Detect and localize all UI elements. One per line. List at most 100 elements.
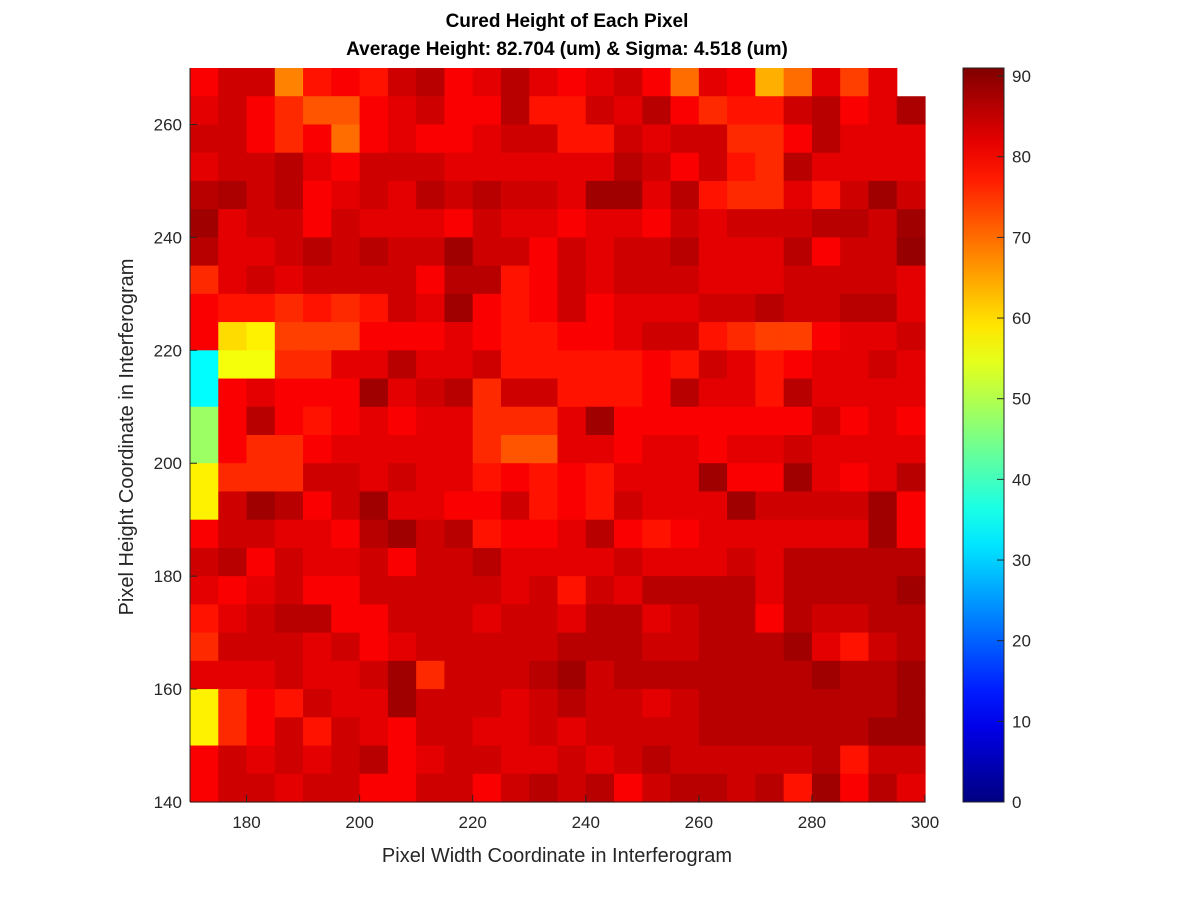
heatmap-cell	[359, 773, 389, 803]
heatmap-cell	[500, 547, 530, 577]
heatmap-cell	[840, 180, 870, 210]
heatmap-cell	[811, 547, 841, 577]
heatmap-cell	[218, 293, 248, 323]
heatmap-cell	[529, 152, 559, 182]
heatmap-cell	[274, 124, 304, 154]
heatmap-cell	[727, 773, 756, 803]
heatmap-cell	[529, 293, 559, 323]
heatmap-cell	[387, 547, 417, 577]
heatmap-cell	[190, 519, 219, 549]
heatmap-cell	[557, 293, 587, 323]
heatmap-cell	[444, 322, 474, 351]
heatmap-cell	[416, 350, 446, 380]
heatmap-cell	[416, 773, 446, 803]
heatmap-cell	[529, 576, 559, 605]
heatmap-cell	[614, 180, 643, 210]
heatmap-cell	[614, 519, 643, 549]
heatmap-cell	[444, 124, 474, 154]
heatmap-cell	[472, 689, 502, 718]
heatmap-cell	[218, 576, 248, 605]
colorbar-tick-label: 30	[1012, 551, 1031, 570]
heatmap-cell	[727, 293, 756, 323]
heatmap-cell	[416, 180, 446, 210]
heatmap-cell	[444, 576, 474, 605]
heatmap-cell	[811, 237, 841, 267]
heatmap-cell	[840, 689, 870, 718]
heatmap-cell	[331, 180, 361, 210]
heatmap-cell	[416, 68, 446, 97]
heatmap-cell	[303, 773, 332, 803]
heatmap-cell	[529, 124, 559, 154]
heatmap-cell	[500, 350, 530, 380]
heatmap-cell	[331, 773, 361, 803]
heatmap-cell	[331, 632, 361, 662]
heatmap-cell	[670, 576, 700, 605]
heatmap-cell	[840, 265, 870, 295]
heatmap-cell	[416, 322, 446, 351]
heatmap-cell	[783, 350, 813, 380]
heatmap-cell	[500, 632, 530, 662]
heatmap-cell	[190, 293, 219, 323]
heatmap-cell	[896, 576, 926, 605]
heatmap-cell	[614, 773, 643, 803]
heatmap-cell	[274, 293, 304, 323]
heatmap-cell	[387, 463, 417, 493]
heatmap-cell	[727, 435, 756, 464]
heatmap-cell	[303, 576, 332, 605]
heatmap-cell	[387, 604, 417, 634]
heatmap-cell	[500, 717, 530, 747]
heatmap-cell	[755, 322, 785, 351]
heatmap-cell	[500, 491, 530, 521]
heatmap-cell	[614, 378, 643, 408]
heatmap-cell	[557, 745, 587, 775]
heatmap-cell	[444, 604, 474, 634]
heatmap-cell	[614, 576, 643, 605]
heatmap-cell	[755, 689, 785, 718]
heatmap-cell	[811, 265, 841, 295]
heatmap-cell	[896, 152, 926, 182]
heatmap-cell	[670, 773, 700, 803]
heatmap-cell	[416, 435, 446, 464]
heatmap-cell	[190, 180, 219, 210]
heatmap-cell	[416, 237, 446, 267]
heatmap-cell	[190, 322, 219, 351]
heatmap-cell	[840, 604, 870, 634]
heatmap-cell	[472, 265, 502, 295]
heatmap-cell	[727, 96, 756, 126]
heatmap-cell	[246, 491, 276, 521]
heatmap-cell	[218, 717, 248, 747]
heatmap-cell	[585, 293, 615, 323]
x-tick-label: 180	[232, 813, 260, 832]
heatmap-cell	[698, 265, 728, 295]
heatmap-cell	[755, 632, 785, 662]
heatmap-cell	[331, 237, 361, 267]
heatmap-cell	[642, 435, 672, 464]
heatmap-cell	[303, 660, 332, 690]
heatmap-cell	[557, 124, 587, 154]
heatmap-cell	[642, 237, 672, 267]
heatmap-cell	[331, 547, 361, 577]
heatmap-cell	[331, 152, 361, 182]
heatmap-cell	[246, 745, 276, 775]
heatmap-cell	[472, 547, 502, 577]
heatmap-cell	[783, 463, 813, 493]
heatmap-cell	[670, 689, 700, 718]
heatmap-cell	[642, 773, 672, 803]
heatmap-cell	[642, 547, 672, 577]
colorbar-tick-label: 60	[1012, 309, 1031, 328]
heatmap-cell	[359, 96, 389, 126]
heatmap-cell	[585, 124, 615, 154]
heatmap-cell	[246, 322, 276, 351]
heatmap-cell	[218, 773, 248, 803]
heatmap-cell	[274, 435, 304, 464]
heatmap-cell	[190, 660, 219, 690]
heatmap-cell	[246, 435, 276, 464]
heatmap-cell	[840, 519, 870, 549]
heatmap-cell	[500, 745, 530, 775]
heatmap-cell	[472, 406, 502, 436]
heatmap-cell	[444, 773, 474, 803]
heatmap-cell	[896, 717, 926, 747]
heatmap-cell	[218, 547, 248, 577]
heatmap-cell	[840, 660, 870, 690]
